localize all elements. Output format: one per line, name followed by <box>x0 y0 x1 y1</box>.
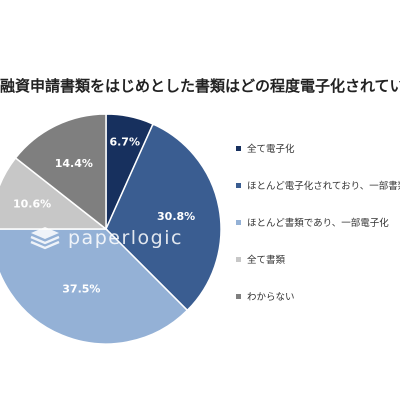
legend-swatch <box>236 256 241 262</box>
pie-value-labels: 6.7% 30.8% 37.5% 10.6% 14.4% <box>13 135 195 295</box>
slice-value-label: 6.7% <box>109 135 140 148</box>
legend-item: 全て書類 <box>236 251 400 267</box>
legend-swatch <box>236 293 241 299</box>
pie-slice <box>14 113 107 231</box>
legend-item: わからない <box>236 288 400 304</box>
slice-value-label: 10.6% <box>13 197 51 210</box>
legend-swatch <box>236 182 241 188</box>
legend-item: 全て電子化 <box>236 140 400 156</box>
legend-label: ほとんど電子化されており、一部書類 <box>247 181 400 192</box>
legend-item: ほとんど書類であり、一部電子化 <box>236 214 400 230</box>
pie-slices <box>0 113 222 345</box>
legend-label: 全て書類 <box>247 255 286 266</box>
legend-label: ほとんど書類であり、一部電子化 <box>247 218 389 229</box>
legend-swatch <box>236 145 241 151</box>
legend-label: わからない <box>247 292 295 303</box>
pie-slice <box>0 156 109 230</box>
legend-item: ほとんど電子化されており、一部書類 <box>236 177 400 193</box>
pie-slice <box>105 123 222 312</box>
chart-title: 融資申請書類をはじめとした書類はどの程度電子化されていますか <box>0 77 400 95</box>
pie-slice <box>0 228 189 345</box>
legend-swatch <box>236 219 241 225</box>
slice-value-label: 14.4% <box>55 157 93 170</box>
legend-label: 全て電子化 <box>247 144 295 155</box>
slice-value-label: 30.8% <box>157 210 195 223</box>
slice-value-label: 37.5% <box>62 283 100 296</box>
